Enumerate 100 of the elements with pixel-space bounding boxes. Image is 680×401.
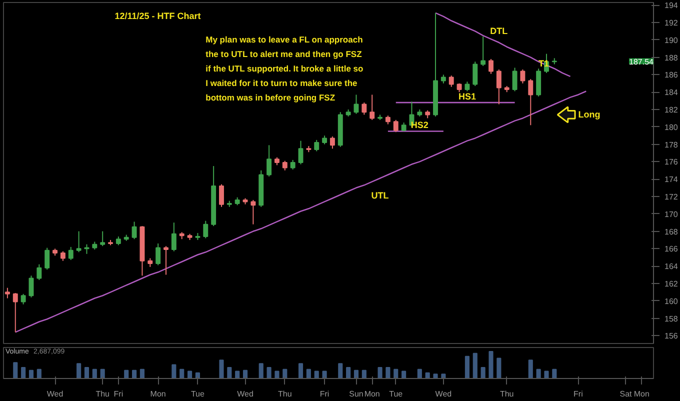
candlestick [44,247,50,270]
bar [488,351,494,378]
y-tick-label: 156 [664,332,678,341]
candlestick [28,275,34,298]
candlestick [464,81,470,92]
annotation: 187.54 [629,57,654,66]
y-tick-label: 184 [664,88,678,98]
x-tick-label: Tue [389,390,404,398]
bar [274,370,280,378]
candlestick [12,292,18,333]
candlestick [520,68,526,84]
candlestick [68,246,74,260]
annotation: T1 [538,58,550,68]
candlestick [132,221,137,240]
candlestick [472,61,478,87]
x-tick-label: Mon [634,390,650,398]
bar [480,366,486,378]
bar [100,368,105,378]
x-tick-label: Thu [500,390,514,398]
x-tick-label: Tue [190,390,205,398]
bar [13,362,18,378]
bar [258,363,264,378]
candlestick [76,230,82,253]
x-tick-label: Thu [96,390,110,398]
candlestick [448,75,454,88]
x-tick-label: Fri [574,390,584,398]
candlestick [266,144,272,177]
bar [386,366,390,378]
bar [354,370,359,378]
bar [235,370,240,378]
candlestick [496,68,502,105]
bar [242,370,248,378]
series-label: UTL [371,190,390,201]
x-tick-label: Wed [237,390,254,398]
candlestick [156,242,161,266]
series-label: DTL [490,26,508,36]
candlestick [203,220,208,239]
candlestick [370,94,375,120]
candlestick [330,136,335,150]
y-tick-label: 162 [664,279,678,288]
candlestick [20,293,26,305]
bar [536,368,541,378]
y-tick-label: 188 [664,53,678,62]
x-tick-label: Thu [278,390,292,398]
candlestick [4,287,10,299]
bar [322,370,327,378]
bar [552,368,557,378]
bar [346,366,351,378]
bar [528,360,533,378]
x-tick-label: Mon [364,390,380,398]
x-tick-label: Fri [114,390,124,398]
bar [219,360,224,378]
bar [28,370,34,378]
candlestick [250,199,256,225]
candlestick [512,67,518,92]
x-tick-label: Wed [46,390,64,398]
y-tick-label: 190 [664,36,678,45]
y-tick-label: 170 [664,210,678,219]
y-tick-label: 178 [664,140,678,150]
bar [338,363,343,378]
y-tick-label: 158 [664,314,678,324]
candlestick [298,140,304,165]
text: 12/11/25 - HTF Chart [114,11,201,22]
candlestick [488,58,494,74]
candlestick [36,264,42,280]
bar [92,368,97,378]
x-tick-label: Sun [349,390,364,398]
bar [84,366,90,378]
bar [544,370,549,378]
y-tick-label: 192 [664,18,678,28]
bar [180,368,184,378]
bar [464,356,470,378]
bar [36,368,42,378]
candlestick [60,250,66,262]
candlestick [362,102,367,116]
bar [314,370,319,378]
y-tick-label: 194 [664,1,678,10]
x-tick-label: Mon [150,390,166,398]
bar [187,370,192,378]
y-tick-label: 176 [664,158,678,167]
x-tick-label: Sat [620,390,633,398]
candlestick [536,68,542,97]
bar [266,366,272,378]
bar [298,363,304,378]
bar [21,366,26,378]
bar [140,368,145,378]
candlestick [290,159,296,170]
bar [306,368,311,378]
y-tick-label: 186 [664,70,678,80]
y-tick-label: 164 [664,262,678,272]
bar [472,352,478,378]
bar [282,368,288,378]
bar [433,374,438,378]
bar [378,366,382,378]
bar [425,372,430,378]
bar [124,370,129,378]
x-tick-label: Wed [435,390,452,398]
bar [394,368,398,378]
y-tick-label: 166 [664,244,678,254]
candlestick [393,119,398,133]
